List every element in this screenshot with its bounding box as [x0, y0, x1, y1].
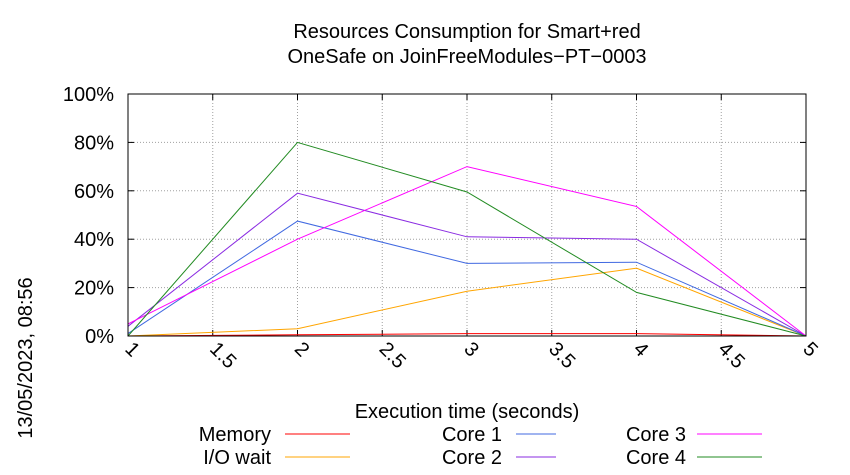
y-tick-label: 0% — [85, 326, 114, 348]
y-tick-labels: 0% 20% 40% 60% 80% 100% — [63, 84, 114, 348]
legend-label-core-2: Core 2 — [442, 447, 502, 469]
x-tick-label: 2 — [290, 338, 313, 361]
chart-title-line1: Resources Consumption for Smart+red — [293, 21, 640, 43]
chart-title-line2: OneSafe on JoinFreeModules−PT−0003 — [287, 46, 646, 68]
x-tick-label: 5 — [798, 338, 821, 361]
series-line-core-1 — [127, 220, 807, 337]
x-tick-label: 4 — [629, 338, 652, 361]
legend-label-memory: Memory — [199, 424, 271, 446]
y-tick-label: 20% — [74, 278, 114, 300]
legend-label-core-3: Core 3 — [626, 424, 686, 446]
x-tick-label: 3.5 — [544, 338, 579, 373]
x-tick-label: 2.5 — [375, 338, 410, 373]
series-line-core-3 — [127, 166, 807, 337]
legend-label-core-4: Core 4 — [626, 447, 686, 469]
series-line-memory — [127, 333, 807, 337]
series-line-core-4 — [127, 141, 807, 337]
x-tick-label: 1 — [120, 338, 143, 361]
y-tick-label: 80% — [74, 132, 114, 154]
x-tick-labels: 1 1.5 2 2.5 3 3.5 4 4.5 5 — [120, 338, 821, 373]
grid — [128, 94, 806, 336]
legend-label-i-o-wait: I/O wait — [203, 447, 271, 469]
x-tick-label: 4.5 — [714, 338, 749, 373]
x-tick-label: 1.5 — [205, 338, 240, 373]
series-line-core-2 — [127, 192, 807, 337]
y-tick-label: 100% — [63, 84, 114, 106]
series-lines — [127, 141, 807, 337]
x-tick-label: 3 — [459, 338, 482, 361]
series-line-i-o-wait — [127, 267, 807, 337]
plot-frame — [127, 93, 807, 337]
y-tick-label: 40% — [74, 229, 114, 251]
y-tick-label: 60% — [74, 181, 114, 203]
timestamp-label: 13/05/2023, 08:56 — [15, 277, 37, 438]
x-axis-label: Execution time (seconds) — [355, 401, 580, 423]
legend-label-core-1: Core 1 — [442, 424, 502, 446]
